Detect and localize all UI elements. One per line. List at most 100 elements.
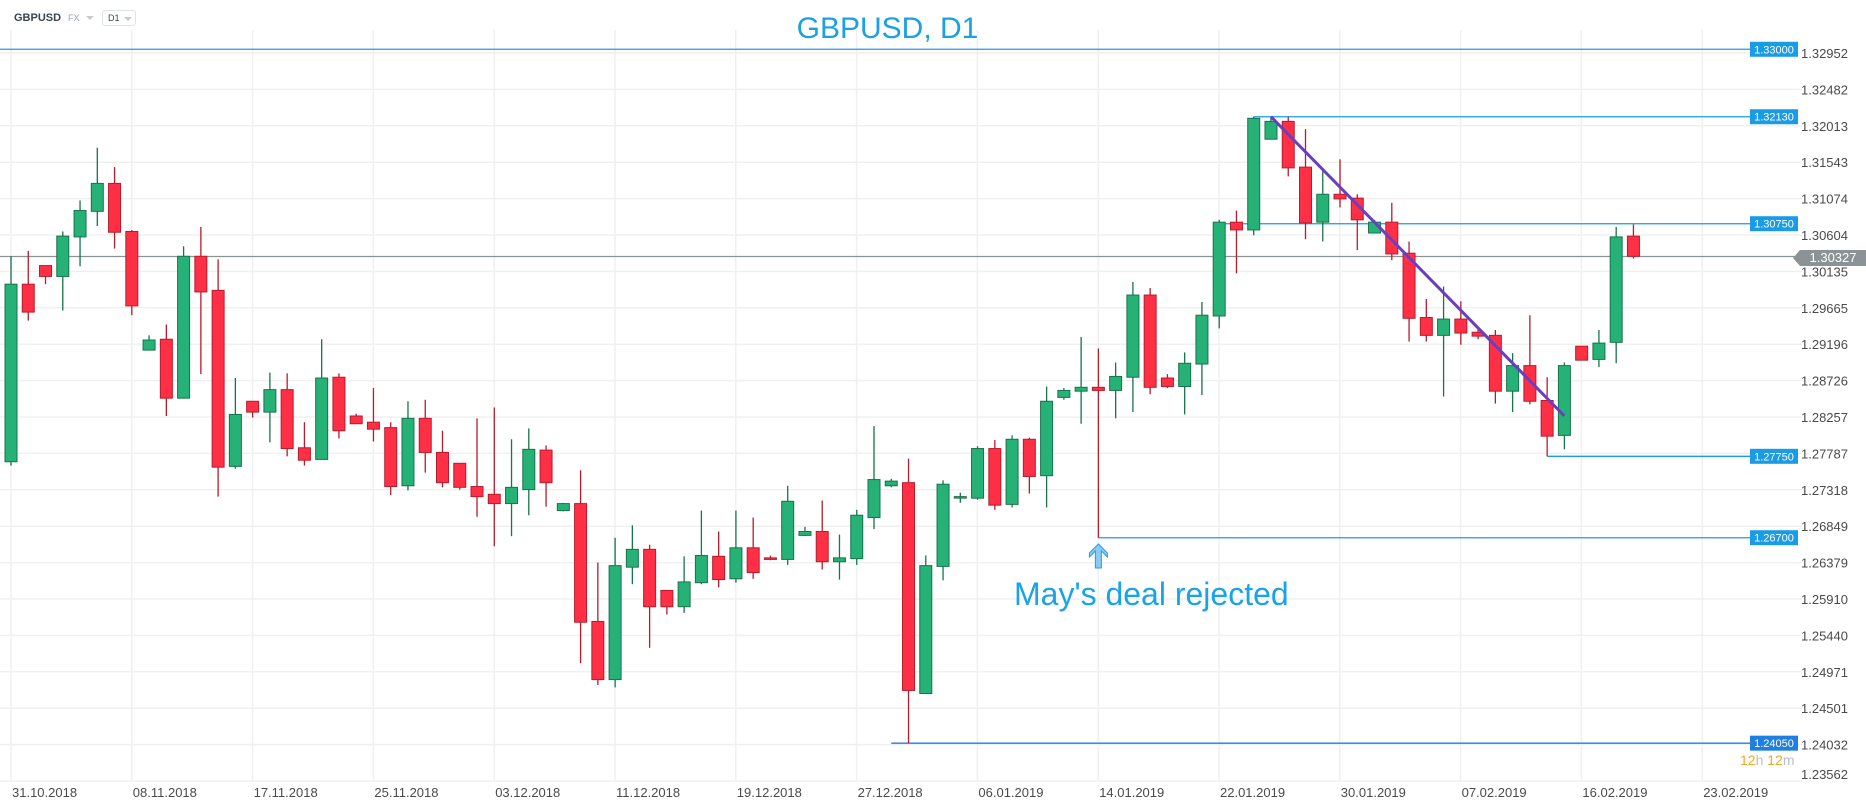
candle[interactable] xyxy=(1609,226,1623,364)
timeframe-dropdown[interactable]: D1 xyxy=(102,10,136,26)
candle[interactable] xyxy=(988,440,1002,510)
candle[interactable] xyxy=(798,526,812,537)
candle[interactable] xyxy=(643,544,657,648)
candle[interactable] xyxy=(1626,224,1640,259)
candle[interactable] xyxy=(125,229,139,316)
candle[interactable] xyxy=(366,388,380,442)
candle[interactable] xyxy=(1074,336,1088,424)
candle[interactable] xyxy=(1333,159,1347,208)
candle[interactable] xyxy=(608,537,622,688)
candle[interactable] xyxy=(56,231,70,311)
candle[interactable] xyxy=(1109,362,1123,419)
candle[interactable] xyxy=(1040,386,1054,508)
candle[interactable] xyxy=(1212,219,1226,329)
candle[interactable] xyxy=(21,250,35,321)
candle[interactable] xyxy=(1057,388,1071,400)
candle[interactable] xyxy=(919,555,933,695)
candle[interactable] xyxy=(1195,302,1209,396)
candle[interactable] xyxy=(815,500,829,570)
candle[interactable] xyxy=(781,485,795,565)
candle[interactable] xyxy=(902,458,916,744)
candle[interactable] xyxy=(1316,170,1330,242)
candle[interactable] xyxy=(1419,298,1433,342)
candle[interactable] xyxy=(505,439,519,537)
candle[interactable] xyxy=(832,534,846,580)
candle[interactable] xyxy=(228,378,242,469)
candle[interactable] xyxy=(1178,352,1192,415)
candle[interactable] xyxy=(867,426,881,530)
y-tick-label: 1.32482 xyxy=(1801,82,1848,97)
candle[interactable] xyxy=(246,400,260,418)
candle[interactable] xyxy=(1299,129,1312,240)
trend-line[interactable] xyxy=(1269,115,1566,418)
candle[interactable] xyxy=(1437,286,1451,397)
candle[interactable] xyxy=(936,480,950,581)
candle[interactable] xyxy=(729,510,743,583)
candle[interactable] xyxy=(574,470,588,664)
candle[interactable] xyxy=(73,200,87,267)
candle[interactable] xyxy=(1523,315,1537,405)
candle[interactable] xyxy=(522,428,536,516)
candle[interactable] xyxy=(850,509,864,565)
candle[interactable] xyxy=(625,525,639,585)
chevron-down-icon[interactable] xyxy=(86,16,94,20)
candle[interactable] xyxy=(660,589,674,615)
candle[interactable] xyxy=(487,407,501,547)
market-selector[interactable]: FX xyxy=(68,13,80,23)
candle[interactable] xyxy=(418,399,432,473)
candle[interactable] xyxy=(470,418,484,517)
candle[interactable] xyxy=(1005,435,1019,508)
candle[interactable] xyxy=(384,422,398,496)
symbol-label[interactable]: GBPUSD xyxy=(14,12,62,24)
candle[interactable] xyxy=(1160,374,1174,389)
candle[interactable] xyxy=(1126,281,1140,413)
y-tick-label: 1.26379 xyxy=(1801,556,1848,571)
candle[interactable] xyxy=(39,265,53,285)
candle[interactable] xyxy=(142,335,156,351)
candle[interactable] xyxy=(1540,377,1554,457)
candle[interactable] xyxy=(694,510,708,585)
candle[interactable] xyxy=(401,401,415,491)
candle[interactable] xyxy=(746,517,760,579)
candle[interactable] xyxy=(953,492,967,503)
candle[interactable] xyxy=(539,445,553,507)
candle[interactable] xyxy=(1575,345,1589,361)
candle[interactable] xyxy=(556,502,570,512)
candle[interactable] xyxy=(884,478,898,488)
candle[interactable] xyxy=(297,422,311,466)
candle[interactable] xyxy=(1281,116,1295,177)
candle[interactable] xyxy=(971,446,985,500)
candle[interactable] xyxy=(332,373,346,439)
candle[interactable] xyxy=(349,413,363,425)
time-axis[interactable]: 31.10.2018 08.11.2018 17.11.2018 25.11.2018… xyxy=(12,785,1768,800)
candle[interactable] xyxy=(1091,348,1105,538)
candle[interactable] xyxy=(436,430,449,488)
price-axis[interactable]: 1.32952 1.32482 1.32013 1.31543 1.31074 1.306… xyxy=(1801,46,1848,782)
candle[interactable] xyxy=(4,256,18,466)
candle[interactable] xyxy=(453,462,467,490)
candle[interactable] xyxy=(1229,210,1243,274)
candle[interactable] xyxy=(1143,288,1157,395)
candle[interactable] xyxy=(1592,329,1606,368)
candle[interactable] xyxy=(263,372,277,443)
candle[interactable] xyxy=(159,324,173,416)
candle[interactable] xyxy=(1402,241,1416,342)
candle[interactable] xyxy=(194,226,208,375)
candle[interactable] xyxy=(1022,437,1036,494)
candle[interactable] xyxy=(1264,117,1278,140)
candle[interactable] xyxy=(177,246,191,399)
y-tick-label: 1.28257 xyxy=(1801,410,1848,425)
candle[interactable] xyxy=(280,373,294,457)
candle[interactable] xyxy=(677,556,691,613)
candle[interactable] xyxy=(1385,202,1399,261)
candle[interactable] xyxy=(108,167,122,249)
candle[interactable] xyxy=(591,562,605,686)
candle[interactable] xyxy=(712,531,726,588)
candle[interactable] xyxy=(315,339,329,460)
candle[interactable] xyxy=(211,259,225,497)
candle[interactable] xyxy=(90,147,104,227)
candle[interactable] xyxy=(1557,362,1571,450)
candle[interactable] xyxy=(763,555,777,561)
candle[interactable] xyxy=(1247,116,1261,236)
